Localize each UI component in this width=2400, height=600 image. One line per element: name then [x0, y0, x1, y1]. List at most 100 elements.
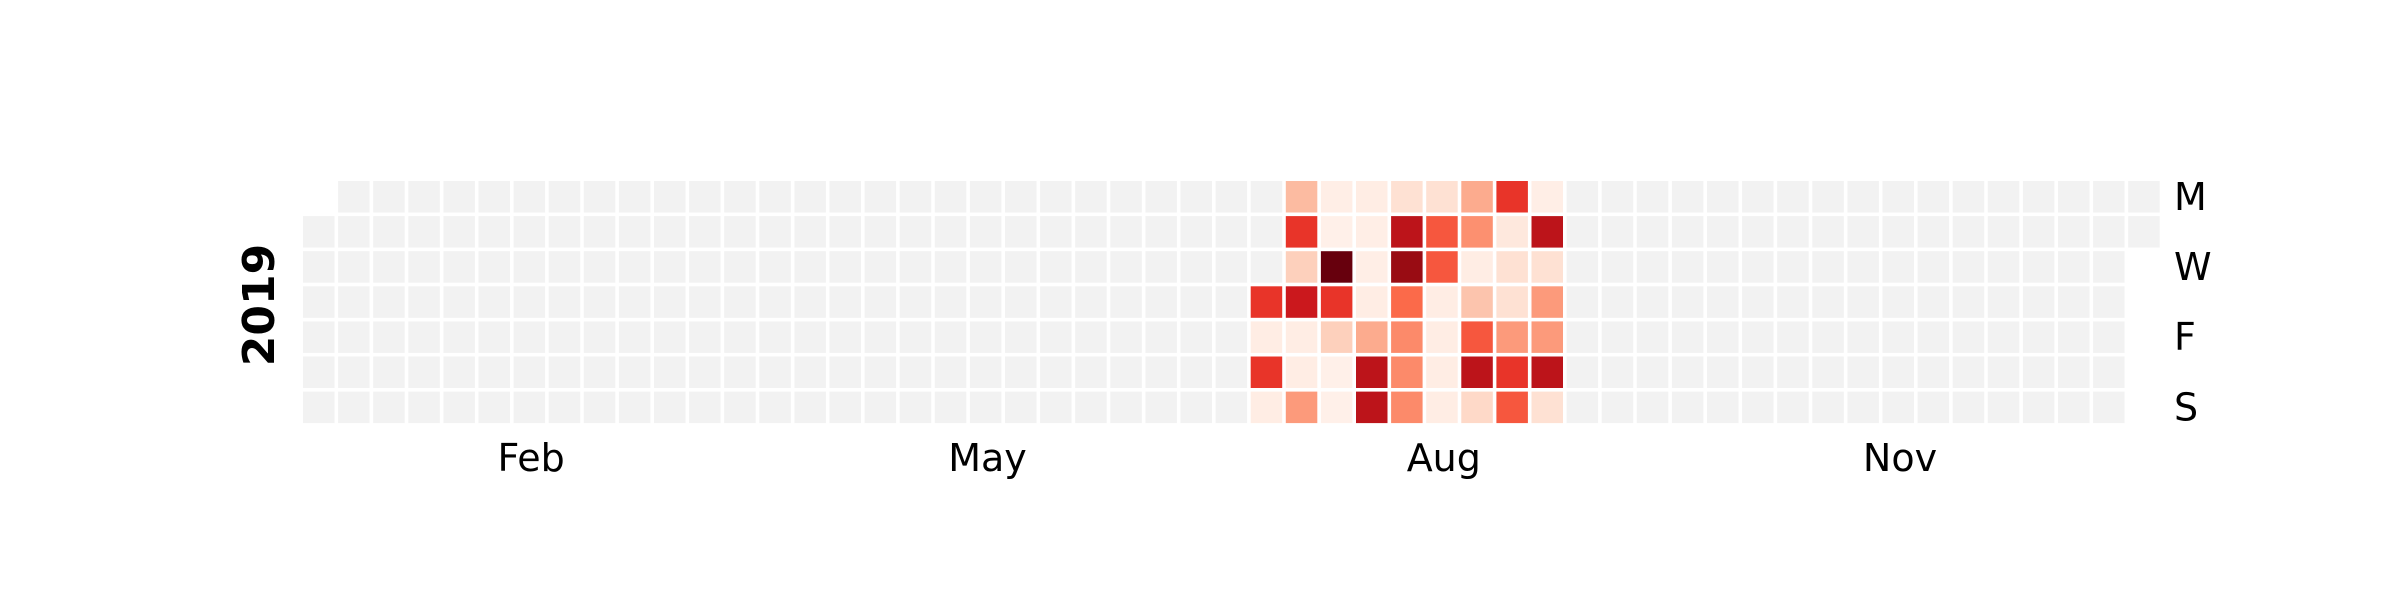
heatmap-cell-w33-d4 — [1461, 321, 1493, 353]
heatmap-cell-w31-d0 — [1391, 181, 1423, 213]
heatmap-cell-w45-d6 — [1882, 391, 1914, 424]
heatmap-cell-w39-d5 — [1671, 356, 1704, 388]
heatmap-cell-w40-d0 — [1707, 181, 1739, 213]
heatmap-cell-w4-d2 — [443, 251, 475, 283]
heatmap-cell-w5-d6 — [478, 391, 510, 424]
heatmap-cell-w27-d1 — [1250, 216, 1283, 248]
heatmap-cell-w9-d2 — [618, 251, 651, 283]
heatmap-cell-w13-d5 — [759, 356, 791, 388]
heatmap-cell-w30-d1 — [1356, 216, 1388, 248]
heatmap-cell-w50-d3 — [2058, 286, 2090, 318]
heatmap-cell-w36-d5 — [1566, 356, 1599, 388]
heatmap-cell-w24-d2 — [1145, 251, 1177, 283]
heatmap-cell-w4-d1 — [443, 216, 475, 248]
heatmap-cell-w11-d4 — [689, 321, 721, 353]
heatmap-cell-w28-d2 — [1285, 251, 1318, 283]
heatmap-cell-w26-d5 — [1215, 356, 1248, 388]
heatmap-cell-w39-d1 — [1671, 216, 1704, 248]
heatmap-cell-w30-d5 — [1356, 356, 1388, 388]
heatmap-cell-w20-d6 — [1005, 391, 1037, 424]
heatmap-cell-w37-d1 — [1601, 216, 1634, 248]
heatmap-cell-w44-d5 — [1847, 356, 1879, 388]
heatmap-cell-w3-d5 — [408, 356, 440, 388]
heatmap-cell-w48-d5 — [1987, 356, 2020, 388]
heatmap-cell-w0-d3 — [303, 286, 335, 318]
heatmap-cell-w34-d6 — [1496, 391, 1528, 424]
heatmap-cell-w29-d5 — [1320, 356, 1353, 388]
heatmap-cell-w29-d3 — [1320, 286, 1353, 318]
heatmap-cell-w38-d3 — [1636, 286, 1669, 318]
heatmap-cell-w38-d4 — [1636, 321, 1669, 353]
heatmap-cell-w2-d1 — [373, 216, 405, 248]
heatmap-cell-w43-d2 — [1812, 251, 1844, 283]
heatmap-cell-w23-d4 — [1110, 321, 1142, 353]
heatmap-cell-w13-d2 — [759, 251, 791, 283]
heatmap-cell-w37-d5 — [1601, 356, 1634, 388]
heatmap-cell-w18-d5 — [934, 356, 967, 388]
heatmap-cell-w18-d6 — [934, 391, 967, 424]
heatmap-cell-w12-d5 — [724, 356, 756, 388]
heatmap-cell-w4-d4 — [443, 321, 475, 353]
heatmap-cell-w36-d0 — [1566, 181, 1599, 213]
heatmap-cell-w4-d5 — [443, 356, 475, 388]
heatmap-cell-w18-d4 — [934, 321, 967, 353]
heatmap-cell-w49-d5 — [2022, 356, 2055, 388]
heatmap-cell-w47-d0 — [1952, 181, 1985, 213]
heatmap-cell-w3-d2 — [408, 251, 440, 283]
heatmap-cell-w37-d6 — [1601, 391, 1634, 424]
heatmap-cell-w35-d2 — [1531, 251, 1563, 283]
heatmap-cell-w41-d2 — [1742, 251, 1774, 283]
heatmap-cell-w16-d6 — [864, 391, 897, 424]
heatmap-cell-w44-d3 — [1847, 286, 1879, 318]
heatmap-cell-w1-d2 — [338, 251, 370, 283]
heatmap-cell-w40-d3 — [1707, 286, 1739, 318]
heatmap-cell-w15-d4 — [829, 321, 861, 353]
heatmap-cell-w41-d1 — [1742, 216, 1774, 248]
heatmap-cell-w2-d0 — [373, 181, 405, 213]
month-label-nov: Nov — [1863, 436, 1937, 480]
heatmap-cell-w13-d6 — [759, 391, 791, 424]
heatmap-cell-w0-d5 — [303, 356, 335, 388]
heatmap-cell-w1-d5 — [338, 356, 370, 388]
heatmap-cell-w10-d5 — [654, 356, 686, 388]
heatmap-cell-w14-d0 — [794, 181, 826, 213]
heatmap-cell-w17-d4 — [899, 321, 932, 353]
heatmap-cell-w9-d1 — [618, 216, 651, 248]
heatmap-cell-w42-d3 — [1777, 286, 1809, 318]
heatmap-cell-w7-d3 — [548, 286, 581, 318]
heatmap-cell-w33-d2 — [1461, 251, 1493, 283]
heatmap-cell-w8-d2 — [583, 251, 616, 283]
heatmap-cell-w13-d1 — [759, 216, 791, 248]
heatmap-cell-w17-d2 — [899, 251, 932, 283]
heatmap-cell-w26-d2 — [1215, 251, 1248, 283]
heatmap-cell-w5-d1 — [478, 216, 510, 248]
heatmap-cell-w12-d3 — [724, 286, 756, 318]
heatmap-cell-w21-d1 — [1040, 216, 1072, 248]
heatmap-cell-w15-d0 — [829, 181, 861, 213]
heatmap-cell-w10-d3 — [654, 286, 686, 318]
heatmap-cell-w26-d4 — [1215, 321, 1248, 353]
heatmap-cell-w47-d1 — [1952, 216, 1985, 248]
heatmap-cell-w27-d4 — [1250, 321, 1283, 353]
heatmap-cell-w16-d2 — [864, 251, 897, 283]
heatmap-cell-w51-d6 — [2093, 391, 2125, 424]
heatmap-cell-w11-d6 — [689, 391, 721, 424]
heatmap-cell-w30-d0 — [1356, 181, 1388, 213]
heatmap-cell-w47-d4 — [1952, 321, 1985, 353]
heatmap-cell-w38-d2 — [1636, 251, 1669, 283]
heatmap-cell-w46-d0 — [1917, 181, 1950, 213]
heatmap-cell-w34-d0 — [1496, 181, 1528, 213]
heatmap-cell-w22-d0 — [1075, 181, 1107, 213]
heatmap-cell-w4-d0 — [443, 181, 475, 213]
heatmap-cell-w7-d4 — [548, 321, 581, 353]
month-label-feb: Feb — [497, 436, 564, 480]
heatmap-cell-w26-d1 — [1215, 216, 1248, 248]
heatmap-cell-w29-d6 — [1320, 391, 1353, 424]
heatmap-cell-w5-d3 — [478, 286, 510, 318]
heatmap-cell-w15-d6 — [829, 391, 861, 424]
heatmap-cell-w4-d6 — [443, 391, 475, 424]
month-labels: Feb May Aug Nov — [497, 436, 1937, 480]
heatmap-cell-w16-d5 — [864, 356, 897, 388]
heatmap-cell-w33-d3 — [1461, 286, 1493, 318]
